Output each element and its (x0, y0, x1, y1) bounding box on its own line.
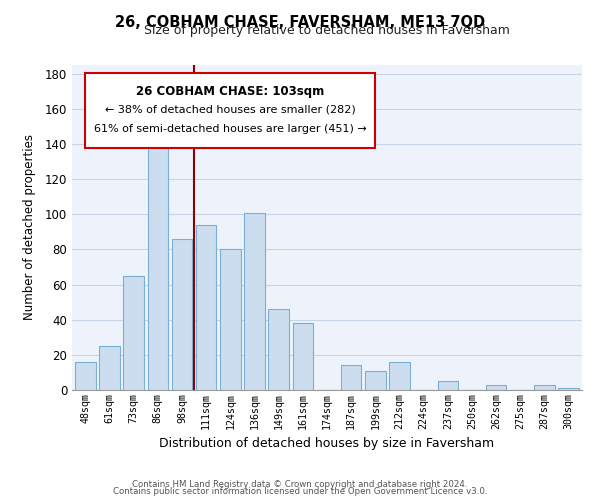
Text: Contains HM Land Registry data © Crown copyright and database right 2024.: Contains HM Land Registry data © Crown c… (132, 480, 468, 489)
Bar (486, 384, 506, 390)
Bar (124, 276, 144, 390)
Text: Contains public sector information licensed under the Open Government Licence v3: Contains public sector information licen… (113, 488, 487, 496)
Bar (559, 388, 579, 390)
Bar (196, 225, 217, 390)
Bar (268, 309, 289, 390)
Text: ← 38% of detached houses are smaller (282): ← 38% of detached houses are smaller (28… (105, 104, 355, 114)
Bar (172, 239, 192, 390)
Bar (75, 362, 95, 390)
Text: 61% of semi-detached houses are larger (451) →: 61% of semi-detached houses are larger (… (94, 124, 367, 134)
X-axis label: Distribution of detached houses by size in Faversham: Distribution of detached houses by size … (160, 437, 494, 450)
Bar (389, 362, 410, 390)
Bar (244, 212, 265, 390)
Bar (437, 381, 458, 390)
Bar (220, 250, 241, 390)
Bar (293, 323, 313, 390)
Bar (341, 366, 361, 390)
Bar (534, 384, 555, 390)
Bar (99, 346, 120, 390)
Text: 26, COBHAM CHASE, FAVERSHAM, ME13 7QD: 26, COBHAM CHASE, FAVERSHAM, ME13 7QD (115, 15, 485, 30)
FancyBboxPatch shape (85, 73, 376, 148)
Title: Size of property relative to detached houses in Faversham: Size of property relative to detached ho… (144, 24, 510, 38)
Bar (148, 136, 168, 390)
Text: 26 COBHAM CHASE: 103sqm: 26 COBHAM CHASE: 103sqm (136, 84, 324, 98)
Y-axis label: Number of detached properties: Number of detached properties (23, 134, 37, 320)
Bar (365, 370, 386, 390)
